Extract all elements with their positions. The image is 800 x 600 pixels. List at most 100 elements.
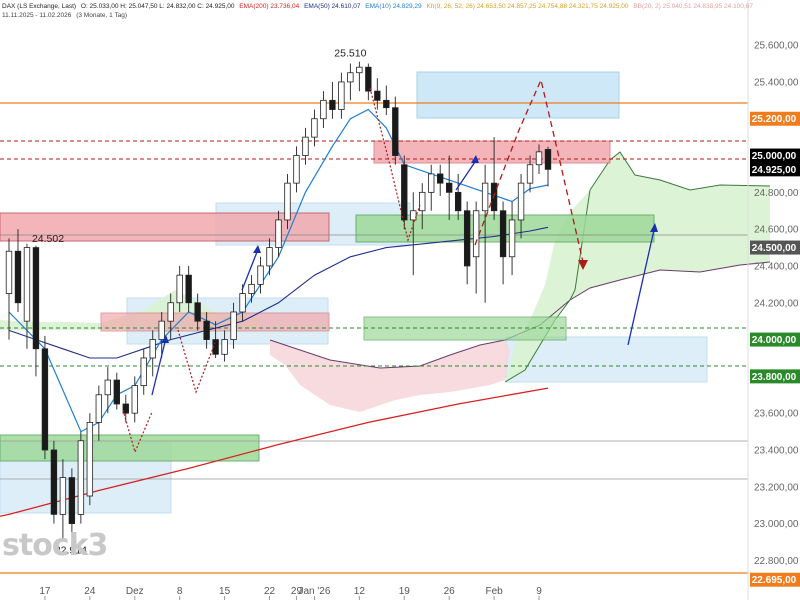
blue-arrow-2: [241, 251, 258, 291]
candle: [445, 155, 453, 220]
candle-body-down: [544, 149, 552, 170]
supply-demand-zones: [0, 140, 655, 462]
candle: [320, 91, 327, 128]
candle: [481, 164, 489, 303]
candle-body-up: [472, 210, 480, 258]
candle: [401, 155, 408, 230]
cloud-green-right: [505, 152, 770, 382]
blue-arrow-1: [151, 341, 166, 396]
time-tick-label: 19: [399, 586, 411, 597]
price-badge: [750, 111, 800, 126]
ema10-line: [8, 108, 549, 433]
candle-body-up: [338, 81, 345, 110]
candle-body-down: [32, 247, 40, 350]
candle: [356, 61, 363, 92]
candle-body-down: [374, 90, 381, 101]
candle-body-down: [113, 379, 120, 405]
candle-body-up: [275, 219, 282, 248]
candle: [257, 256, 264, 294]
candle-body-down: [50, 449, 58, 515]
time-tick-label: 22: [264, 586, 276, 597]
candle: [32, 245, 40, 377]
price-badge: [750, 240, 800, 255]
candle-body-up: [77, 440, 85, 515]
candle-body-up: [419, 191, 426, 212]
red-dashed-arrow-right: [474, 77, 584, 263]
candle-body-up: [508, 219, 516, 258]
candle-body-down: [122, 403, 129, 414]
candle: [383, 85, 390, 116]
candle: [5, 238, 13, 340]
candle-body-up: [428, 173, 435, 193]
candle-body-up: [149, 339, 156, 359]
cloud-span-b: [504, 151, 771, 383]
candle-body-down: [392, 107, 399, 156]
candle: [311, 109, 318, 147]
candle: [419, 183, 426, 230]
candle-body-down: [365, 66, 372, 92]
candle: [77, 431, 85, 524]
price-badge-label: 25.200,00: [752, 114, 797, 125]
price-tick-label: 23.000,00: [754, 519, 799, 530]
price-badge-label: 25.000,00: [752, 151, 797, 162]
candle-body-up: [526, 164, 534, 184]
chart-legend: DAX (LS Exchange, Last) O: 25.033,00 H: …: [2, 2, 756, 20]
time-tick-label: Feb: [485, 586, 503, 597]
candle-body-up: [176, 274, 183, 304]
period-label: (3 Monate, 1 Tag): [76, 12, 128, 19]
date-range-label: 11.11.2025 - 11.02.2026: [2, 12, 72, 19]
candle-body-down: [14, 250, 22, 304]
ema200-line: [8, 387, 549, 516]
candle-body-down: [401, 164, 408, 221]
price-tick-label: 23.400,00: [754, 445, 799, 456]
candle-body-down: [194, 302, 201, 322]
candle: [275, 210, 282, 257]
candle-body-up: [230, 311, 237, 340]
price-badge-label: 23.800,00: [752, 372, 797, 383]
ema10-label: EMA(10) 24.829,29: [365, 3, 422, 10]
candle: [230, 302, 237, 349]
candle-body-down: [383, 99, 390, 109]
price-tick-label: 24.600,00: [754, 225, 799, 236]
ema200-label: EMA(200) 23.736,04: [239, 3, 300, 10]
candle-body-up: [320, 99, 327, 120]
candle-body-up: [248, 283, 255, 294]
candle-body-up: [293, 155, 300, 184]
candle-body-up: [221, 339, 228, 355]
candle-body-up: [5, 250, 13, 294]
red-dotted-path-mid: [177, 329, 216, 394]
candle-body-down: [490, 182, 498, 212]
cloud-red-mid: [270, 340, 510, 412]
candle: [544, 146, 552, 187]
blue-arrow-4: [627, 229, 655, 346]
candle: [437, 164, 444, 197]
candle-body-up: [86, 421, 94, 497]
price-tick-label: 24.200,00: [754, 298, 799, 309]
candle: [176, 265, 183, 312]
candle: [365, 63, 372, 101]
candle-body-up: [410, 210, 417, 221]
price-tick-label: 22.800,00: [754, 556, 799, 567]
candle-body-up: [140, 357, 147, 386]
bb-label: BB(20, 2) 25.040,51 24.838,95 24.100,67: [633, 3, 753, 10]
projection-arrows: [122, 77, 658, 454]
candle: [239, 284, 246, 322]
candle-body-down: [445, 182, 453, 193]
candle: [149, 330, 156, 377]
candle: [68, 468, 76, 533]
candle: [266, 238, 273, 276]
time-tick-label: 8: [177, 586, 183, 597]
annotations: 25.510 22.914 24.502: [32, 48, 367, 557]
ichimoku-label: Kh(9, 26, 52, 26) 24.653,50 24.857,25 24…: [426, 3, 629, 10]
candle: [454, 173, 462, 220]
candle-body-up: [481, 182, 489, 212]
time-tick-label: Dez: [126, 586, 144, 597]
candle: [526, 155, 534, 193]
candle: [212, 321, 219, 358]
candles: [5, 61, 552, 540]
price-badge: [750, 332, 800, 347]
candle: [284, 173, 291, 230]
candle-body-up: [517, 182, 525, 221]
candle: [59, 459, 67, 540]
